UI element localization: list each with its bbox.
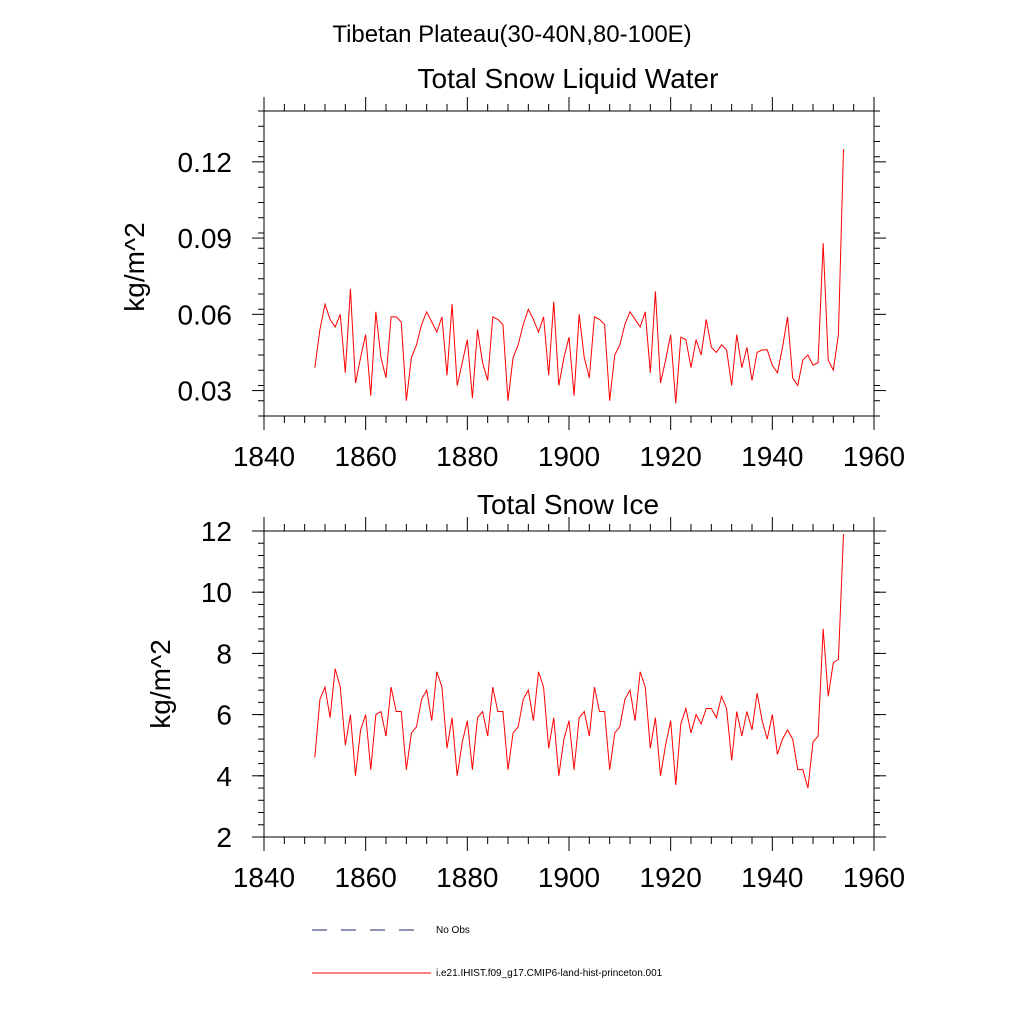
- x-tick-label: 1940: [741, 441, 803, 472]
- y-tick-label: 0.06: [178, 299, 233, 330]
- y-tick-label: 10: [201, 577, 232, 608]
- x-tick-label: 1840: [233, 862, 295, 893]
- x-tick-label: 1900: [538, 441, 600, 472]
- y-tick-label: 6: [216, 700, 232, 731]
- y-tick-label: 0.09: [178, 223, 233, 254]
- y-axis-label-text: kg/m^2: [145, 639, 176, 728]
- x-tick-label: 1920: [640, 441, 702, 472]
- y-tick-label: 12: [201, 516, 232, 547]
- legend-label-no-obs: No Obs: [436, 925, 470, 936]
- plot-frame-snow-liquid-water: [263, 110, 875, 417]
- axis-ticks-snow-liquid-water: [252, 97, 886, 430]
- x-tick-label: 1880: [436, 441, 498, 472]
- y-tick-label: 0.03: [178, 376, 233, 407]
- x-tick-label: 1960: [843, 862, 905, 893]
- x-tick-label: 1860: [335, 441, 397, 472]
- x-tick-label: 1860: [335, 862, 397, 893]
- panel-title-snow-liquid-water: Total Snow Liquid Water: [418, 63, 719, 94]
- y-tick-label: 2: [216, 822, 232, 853]
- series-line-snow-liquid-water: [314, 149, 844, 404]
- panel-snow-ice: Total Snow Ice kg/m^2 1840 1860 1880 1900 19…: [145, 489, 905, 893]
- x-tick-label: 1840: [233, 441, 295, 472]
- x-tick-label: 1940: [741, 862, 803, 893]
- plot-frame-snow-ice: [263, 530, 875, 838]
- legend-entry-no-obs: No Obs: [312, 925, 470, 936]
- tick-labels-snow-liquid-water: 1840 1860 1880 1900 1920 1940 1960 0.03 0.06 0.09…: [178, 147, 906, 472]
- y-axis-label-snow-liquid-water: kg/m^2: [119, 222, 150, 311]
- y-tick-label: 0.12: [178, 147, 233, 178]
- panel-title-snow-ice: Total Snow Ice: [477, 489, 659, 520]
- axis-ticks-snow-ice: [252, 517, 886, 851]
- panel-snow-liquid-water: Total Snow Liquid Water kg/m^2 1840 1860 1…: [119, 63, 905, 472]
- y-axis-label-text: kg/m^2: [119, 222, 150, 311]
- tick-labels-snow-ice: 1840 1860 1880 1900 1920 1940 1960 2 4 6 8 10 12: [201, 516, 905, 893]
- x-tick-label: 1880: [436, 862, 498, 893]
- y-tick-label: 4: [216, 761, 232, 792]
- x-tick-label: 1960: [843, 441, 905, 472]
- legend: No Obs i.e21.IHIST.f09_g17.CMIP6-land-hi…: [312, 925, 663, 979]
- legend-entry-model-run: i.e21.IHIST.f09_g17.CMIP6-land-hist-prin…: [312, 968, 663, 979]
- series-line-snow-ice: [314, 534, 844, 789]
- y-axis-label-snow-ice: kg/m^2: [145, 639, 176, 728]
- x-tick-label: 1920: [640, 862, 702, 893]
- x-tick-label: 1900: [538, 862, 600, 893]
- legend-label-model-run: i.e21.IHIST.f09_g17.CMIP6-land-hist-prin…: [436, 968, 663, 979]
- figure-title: Tibetan Plateau(30-40N,80-100E): [332, 21, 691, 48]
- y-tick-label: 8: [216, 638, 232, 669]
